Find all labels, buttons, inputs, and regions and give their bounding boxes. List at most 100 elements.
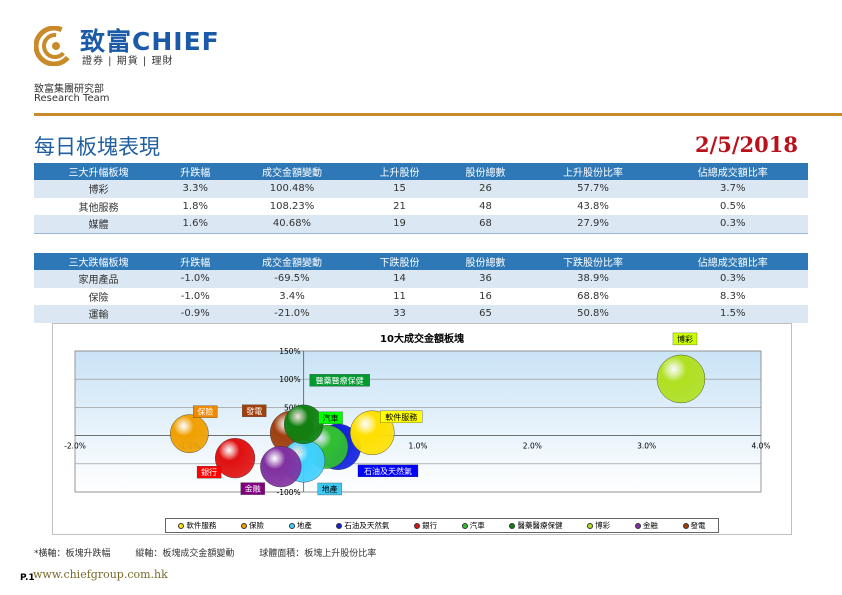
table-cell: 15 [356,180,443,198]
legend-item: 博彩 [587,520,610,531]
legend-marker [178,522,185,529]
table-cell: 保險 [34,287,163,305]
website-link[interactable]: www.chiefgroup.com.hk [33,568,168,581]
column-header: 下跌股份比率 [528,253,658,270]
column-header: 佔總成交額比率 [657,163,808,180]
department-name-en: Research Team [34,93,110,104]
table-cell: 68.8% [528,287,658,305]
x-tick-label: 4.0% [751,442,770,451]
table-row: 保險 -1.0% 3.4% 11 16 68.8% 8.3% [34,287,808,305]
table-header-row: 三大跌幅板塊 升跌幅 成交金額變動 下跌股份 股份總數 下跌股份比率 佔總成交額… [34,253,808,270]
table-cell: -1.0% [163,287,228,305]
data-label: 地產 [317,482,342,496]
column-header: 三大跌幅板塊 [34,253,163,270]
table-cell: 3.4% [227,287,357,305]
table-cell: 博彩 [34,180,163,198]
data-label: 金融 [240,482,265,495]
bubble-point [656,354,706,404]
table-cell: -0.9% [163,305,228,323]
x-tick-label: 1.0% [408,442,427,451]
table-row: 家用產品 -1.0% -69.5% 14 36 38.9% 0.3% [34,270,808,288]
legend-item: 銀行 [414,520,437,531]
table-cell: 19 [356,215,443,233]
legend-marker [336,522,343,529]
legend-marker [587,522,594,529]
legend-label: 石油及天然氣 [344,521,390,530]
report-date: 2/5/2018 [694,132,798,157]
table-cell: 21 [356,197,443,215]
table-row: 運輸 -0.9% -21.0% 33 65 50.8% 1.5% [34,305,808,323]
svg-text:汽車: 汽車 [323,413,339,423]
legend-marker [461,522,468,529]
table-cell: 27.9% [528,215,658,233]
top-gainers-table: 三大升幅板塊 升跌幅 成交金額變動 上升股份 股份總數 上升股份比率 佔總成交額… [34,163,808,237]
table-row: 其他服務 1.8% 108.23% 21 48 43.8% 0.5% [34,197,808,215]
table-cell: 26 [442,180,529,198]
bubble-point [214,438,256,479]
table-cell: 50.8% [528,305,658,323]
legend-marker [241,522,248,529]
legend-label: 金融 [642,521,658,530]
svg-text:石油及天然氣: 石油及天然氣 [364,466,412,476]
chart-legend: 軟件服務 保險 地產 石油及天然氣 銀行 汽車 醫藥醫療保健 博彩 金融 發電 [165,518,719,533]
legend-item: 發電 [682,520,706,531]
brand-tagline: 證券 | 期貨 | 理財 [82,56,174,67]
brand-name: 致富CHIEF [80,27,220,56]
table-row: 博彩 3.3% 100.48% 15 26 57.7% 3.7% [34,180,808,198]
data-label: 軟件服務 [380,410,423,423]
table-cell: -1.0% [163,270,228,288]
legend-item: 軟件服務 [178,520,216,531]
column-header: 三大升幅板塊 [34,163,163,180]
table-cell: 68 [442,215,529,233]
table-divider [34,232,808,237]
bubble-chart-canvas: -2.0%-1.0%0.0%1.0%2.0%3.0%4.0%-100%-50%0… [64,332,771,497]
y-tick-label: 50% [284,403,301,412]
svg-text:博彩: 博彩 [677,334,693,344]
table-cell: 其他服務 [34,197,163,215]
page-title: 每日板塊表現 [34,135,160,159]
legend-label: 汽車 [469,521,485,530]
bubble-point [283,404,324,445]
table-cell: 3.3% [163,180,228,198]
header-divider [34,113,842,116]
column-header: 成交金額變動 [227,163,357,180]
svg-text:地產: 地產 [322,484,338,494]
department-name-cn: 致富集團研究部 [34,84,104,95]
legend-item: 汽車 [461,520,485,531]
y-tick-label: 150% [279,347,300,356]
column-header: 升跌幅 [163,253,228,270]
table-cell: 11 [356,287,443,305]
table-cell: 38.9% [528,270,658,288]
legend-label: 銀行 [422,521,438,530]
legend-label: 軟件服務 [186,521,217,530]
legend-label: 保險 [249,521,265,530]
data-label: 發電 [242,404,267,417]
column-header: 上升股份 [356,163,443,180]
svg-text:保險: 保險 [197,407,213,417]
table-cell: 1.5% [657,305,808,323]
data-label: 汽車 [318,411,343,425]
table-cell: 1.6% [163,215,228,233]
column-header: 升跌幅 [163,163,228,180]
legend-label: 地產 [296,521,312,530]
top-losers-table: 三大跌幅板塊 升跌幅 成交金額變動 下跌股份 股份總數 下跌股份比率 佔總成交額… [34,253,808,323]
table-cell: 1.8% [163,197,228,215]
footnote-bubble-size: 球體面積：板塊上升股份比率 [259,549,377,559]
data-label: 博彩 [672,332,698,346]
footnote-x-axis: *橫軸：板塊升跌幅 [34,549,111,559]
legend-item: 地產 [288,520,312,531]
x-tick-label: 3.0% [637,442,656,451]
legend-label: 發電 [690,521,706,530]
legend-item: 金融 [634,520,658,531]
column-header: 股份總數 [442,163,529,180]
y-tick-label: 100% [279,375,300,384]
bubble-point [260,445,302,488]
table-cell: 33 [356,305,443,323]
table-cell: 14 [356,270,443,288]
chief-logo-icon [34,26,74,66]
svg-text:發電: 發電 [246,407,262,416]
legend-item: 醫藥醫療保健 [509,520,562,531]
column-header: 成交金額變動 [227,253,357,270]
svg-text:金融: 金融 [245,484,261,494]
svg-text:醫藥醫療保健: 醫藥醫療保健 [316,375,364,385]
